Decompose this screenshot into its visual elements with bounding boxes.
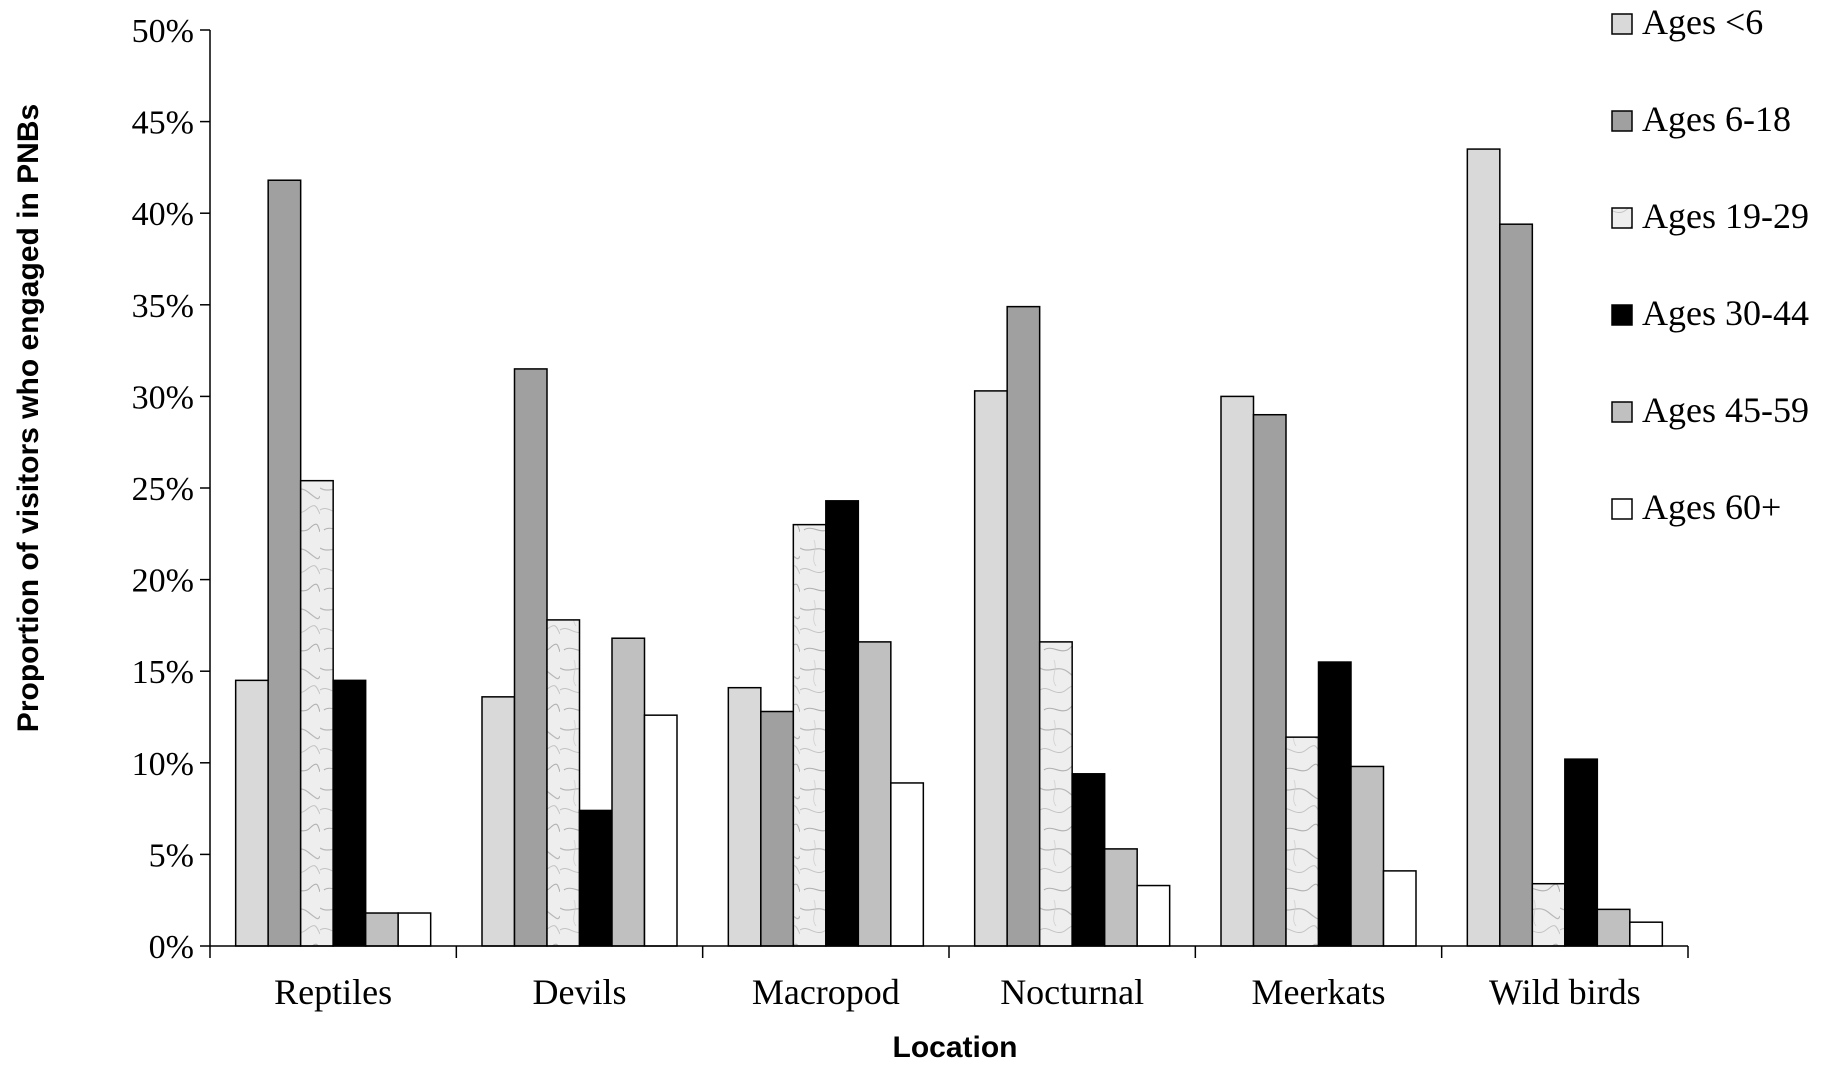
bar-devils-series-1 <box>513 368 548 947</box>
legend-label: Ages <6 <box>1642 2 1763 42</box>
legend-swatch <box>1611 13 1633 35</box>
y-tick-label: 15% <box>132 654 194 691</box>
bar-wild-birds-series-4 <box>1596 908 1631 947</box>
legend-label: Ages 30-44 <box>1642 293 1809 333</box>
x-axis-title: Location <box>893 1031 1018 1064</box>
y-tick-label: 20% <box>132 563 194 600</box>
bar-devils-series-5 <box>643 714 678 947</box>
bar-macropod-series-3 <box>825 500 860 947</box>
bar-meerkats-series-0 <box>1220 395 1255 947</box>
bar-reptiles-series-5 <box>397 912 432 947</box>
bar-nocturnal-series-1 <box>1006 305 1041 947</box>
legend-swatch <box>1611 401 1633 423</box>
x-category-label: Devils <box>533 972 627 1012</box>
bar-devils-series-4 <box>611 637 646 947</box>
bar-meerkats-series-3 <box>1317 661 1352 947</box>
bar-reptiles-series-4 <box>364 912 399 947</box>
x-category-label: Wild birds <box>1489 972 1641 1012</box>
bars <box>234 148 1664 947</box>
x-category-label: Nocturnal <box>1000 972 1144 1012</box>
bar-macropod-series-2 <box>792 523 827 947</box>
y-tick-label: 30% <box>132 379 194 416</box>
x-axis-labels: Reptiles Devils Macropod Nocturnal Meerkats W… <box>274 972 1640 1012</box>
y-tick-label: 5% <box>149 837 194 874</box>
bar-macropod-series-0 <box>727 686 762 947</box>
legend-label: Ages 45-59 <box>1642 390 1809 430</box>
y-tick-label: 0% <box>149 929 194 966</box>
bar-wild-birds-series-0 <box>1466 148 1501 947</box>
legend-swatch <box>1611 304 1633 326</box>
legend-label: Ages 60+ <box>1642 487 1781 527</box>
legend-label: Ages 6-18 <box>1642 99 1791 139</box>
bar-nocturnal-series-4 <box>1103 848 1138 947</box>
bar-wild-birds-series-3 <box>1564 758 1599 947</box>
bar-reptiles-series-3 <box>332 679 367 947</box>
legend-label: Ages 19-29 <box>1642 196 1809 236</box>
y-axis-ticks: 0% 5% 10% 15% 20% 25% 30% 35% 40% 45% 50% <box>132 13 210 966</box>
x-category-label: Meerkats <box>1252 972 1386 1012</box>
y-tick-label: 45% <box>132 105 194 142</box>
bar-devils-series-2 <box>546 619 581 947</box>
y-tick-label: 25% <box>132 471 194 508</box>
bar-meerkats-series-1 <box>1252 413 1287 947</box>
y-tick-label: 10% <box>132 746 194 783</box>
y-tick-label: 50% <box>132 13 194 50</box>
bar-nocturnal-series-0 <box>973 390 1008 947</box>
bar-reptiles-series-1 <box>267 179 302 947</box>
y-axis-title: Proportion of visitors who engaged in PN… <box>12 104 45 732</box>
x-category-label: Reptiles <box>274 972 392 1012</box>
y-tick-label: 35% <box>132 288 194 325</box>
legend-swatch <box>1611 207 1633 229</box>
bar-nocturnal-series-2 <box>1038 641 1073 947</box>
y-tick-label: 40% <box>132 196 194 233</box>
bar-macropod-series-5 <box>890 782 925 947</box>
bar-meerkats-series-2 <box>1285 736 1320 947</box>
bar-nocturnal-series-3 <box>1071 773 1106 947</box>
bar-meerkats-series-4 <box>1350 765 1385 947</box>
bar-devils-series-0 <box>481 696 516 947</box>
bar-macropod-series-4 <box>857 641 892 947</box>
x-category-label: Macropod <box>752 972 900 1012</box>
legend: Ages <6 Ages 6-18 Ages 19-29 Ages 30-44 Ages… <box>1611 2 1809 527</box>
bar-wild-birds-series-1 <box>1499 223 1534 947</box>
bar-macropod-series-1 <box>760 710 795 947</box>
bar-wild-birds-series-2 <box>1531 882 1566 947</box>
bar-wild-birds-series-5 <box>1629 921 1664 947</box>
bar-devils-series-3 <box>578 809 613 947</box>
axes <box>209 30 1689 958</box>
legend-swatch <box>1611 498 1633 520</box>
bar-meerkats-series-5 <box>1382 870 1417 947</box>
bar-reptiles-series-2 <box>299 479 334 947</box>
bar-nocturnal-series-5 <box>1136 884 1171 947</box>
legend-swatch <box>1611 110 1633 132</box>
bar-reptiles-series-0 <box>234 679 269 947</box>
